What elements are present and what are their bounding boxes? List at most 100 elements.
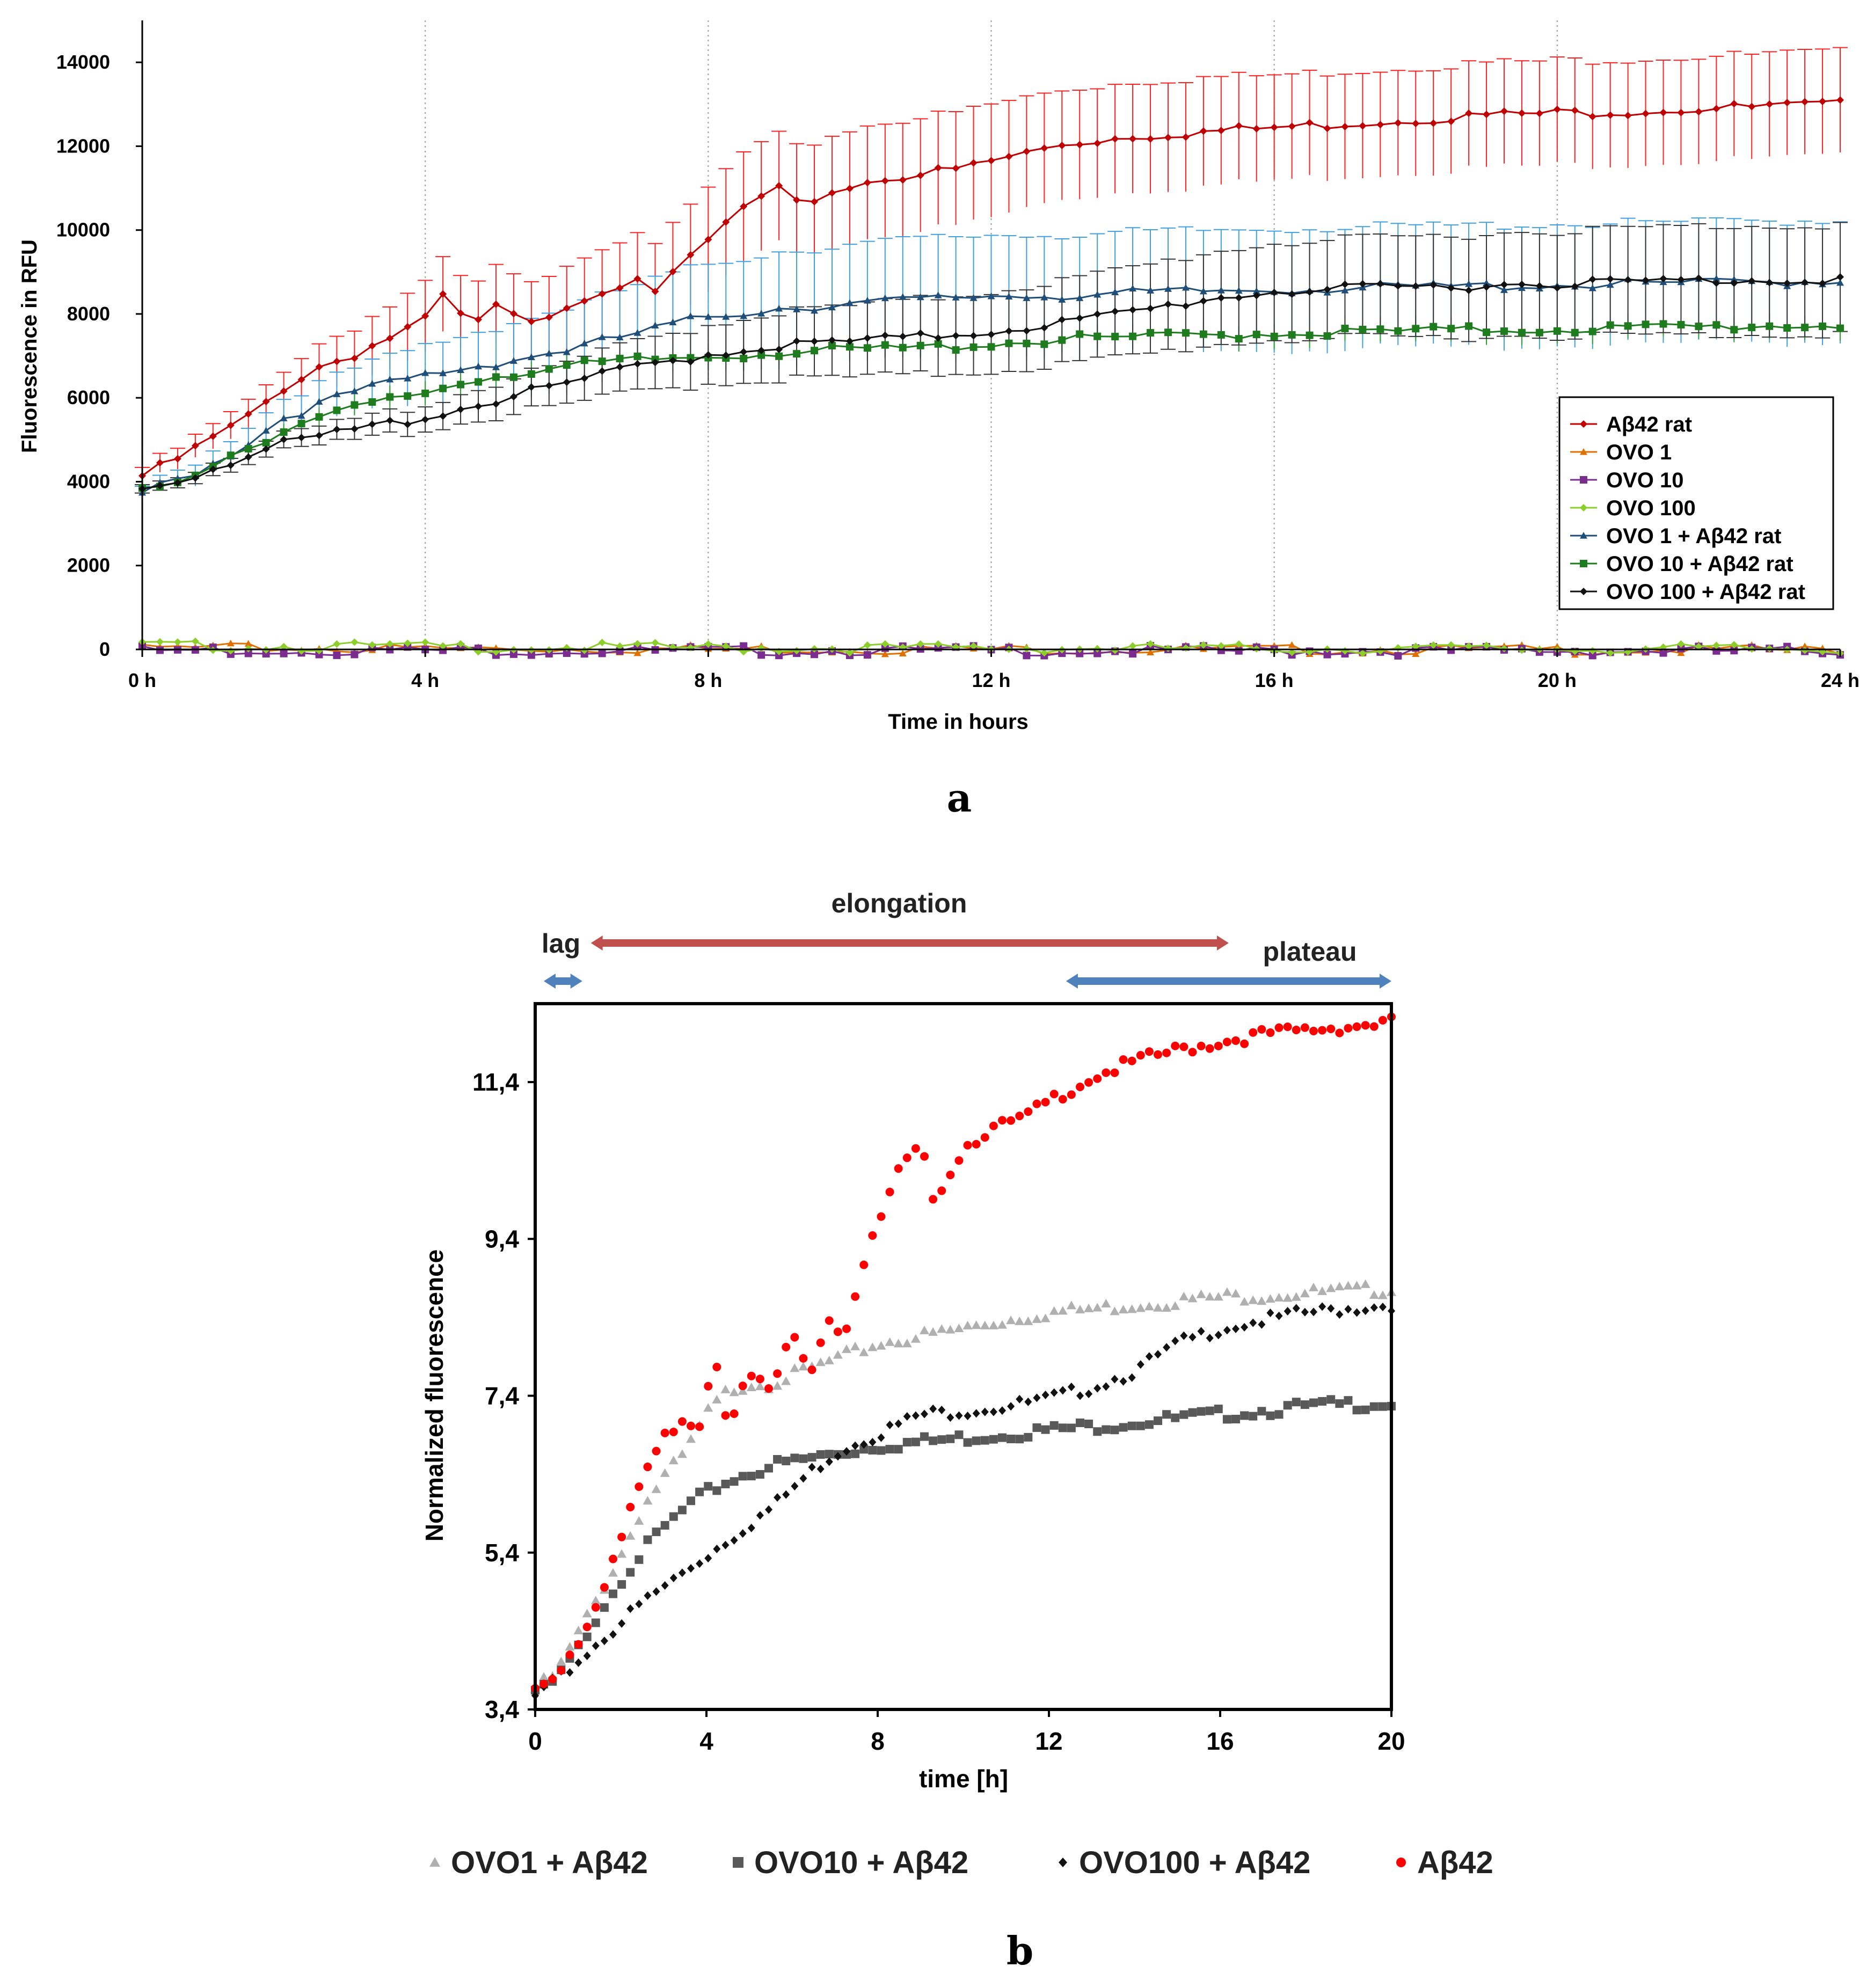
series-ovo-1-a-42-rat-marker: [934, 291, 942, 298]
series-ovo1-a-42-point: [781, 1376, 791, 1385]
series-ovo-1-a-42-rat-marker: [1588, 284, 1596, 291]
series-ovo-100-a-42-rat-marker: [1819, 280, 1827, 288]
series-ovo10-a-42-point: [1015, 1435, 1024, 1444]
series-ovo-1-a-42-rat-marker: [1005, 293, 1013, 300]
series-ovo-100-a-42-rat-marker: [1005, 327, 1013, 335]
series-ovo10-a-42-point: [972, 1436, 981, 1445]
series-ovo-10-marker: [1394, 652, 1402, 660]
phase-arrow-head: [570, 974, 582, 989]
series-ovo10-a-42-point: [799, 1454, 808, 1463]
series-ovo1-a-42-point: [910, 1334, 921, 1343]
series-a-42-rat-marker: [616, 284, 624, 292]
series-ovo100-a-42-point: [869, 1438, 877, 1447]
series-ovo1-a-42-point: [1300, 1289, 1310, 1298]
series-ovo10-a-42-point: [1041, 1425, 1050, 1434]
series-ovo-1-a-42-rat-marker: [1058, 296, 1066, 303]
x-tick-label: 0: [528, 1727, 542, 1755]
series-a-42-rat-marker: [1748, 103, 1756, 111]
series-ovo-10-a-42-rat-marker: [333, 406, 341, 414]
panel-a-x-axis-title: Time in hours: [888, 710, 1029, 734]
series-a-42-rat-marker: [1659, 108, 1667, 116]
series-a-42-point: [1292, 1026, 1301, 1035]
series-ovo-100-marker: [1606, 649, 1614, 657]
legend-marker: [1580, 588, 1587, 595]
series-ovo-10-a-42-rat-marker: [262, 438, 270, 447]
series-ovo10-a-42-point: [1369, 1402, 1379, 1411]
series-ovo-10-a-42-rat-marker: [687, 354, 695, 362]
series-a-42-rat-marker: [1836, 96, 1844, 104]
series-ovo-1-a-42-rat-marker: [704, 313, 712, 320]
series-a-42-rat-marker: [845, 185, 854, 193]
series-ovo1-a-42-point: [617, 1549, 627, 1558]
series-ovo-1-a-42-rat-marker: [881, 294, 889, 302]
series-ovo1-a-42-point: [893, 1339, 903, 1348]
series-a-42-point: [539, 1679, 549, 1689]
series-ovo-1-a-42-rat-marker: [757, 310, 765, 317]
series-ovo10-a-42-point: [1249, 1412, 1258, 1421]
series-a-42-rat-marker: [1465, 109, 1473, 117]
series-ovo-1-a-42-rat-marker: [1341, 286, 1349, 294]
series-ovo100-a-42-point: [661, 1581, 669, 1590]
series-ovo-100-marker: [1235, 640, 1243, 648]
series-a-42-rat-marker: [669, 268, 677, 276]
series-ovo-100-marker: [616, 642, 624, 650]
series-ovo100-a-42-point: [635, 1599, 643, 1609]
series-ovo-100-marker: [881, 640, 889, 648]
series-ovo10-a-42-point: [1179, 1410, 1188, 1419]
series-ovo-10-a-42-rat-marker: [757, 351, 765, 359]
series-ovo1-a-42-point: [1335, 1282, 1345, 1291]
phase-label: lag: [542, 929, 580, 959]
series-ovo-10-a-42-rat-marker: [1659, 320, 1667, 328]
series-ovo1-a-42-point: [1135, 1303, 1146, 1312]
series-ovo-1-a-42-rat-marker: [811, 306, 819, 314]
series-ovo-10-a-42-rat-marker: [1695, 323, 1703, 331]
series-ovo100-a-42-point: [774, 1493, 782, 1502]
series-a-42-point: [998, 1116, 1007, 1125]
series-a-42-rat-marker: [1677, 108, 1685, 116]
series-ovo-10-marker: [563, 649, 571, 657]
series-a-42-rat-marker: [881, 177, 889, 185]
series-ovo-100-a-42-rat-marker: [492, 400, 500, 408]
panel-a-y-axis-title: Fluorescence in RFU: [18, 239, 41, 453]
series-ovo-100-a-42-rat-marker: [1535, 282, 1543, 290]
x-tick-label: 4 h: [411, 669, 439, 691]
series-a-42-rat-marker: [368, 342, 376, 350]
series-ovo-1-a-42-rat-marker: [333, 390, 341, 397]
series-ovo10-a-42-point: [825, 1450, 834, 1459]
series-ovo-100-marker: [1677, 640, 1685, 648]
series-a-42-rat-marker: [1518, 109, 1526, 117]
series-ovo100-a-42-point: [1128, 1373, 1136, 1382]
x-tick-label: 20 h: [1538, 669, 1577, 691]
series-a-42-point: [1110, 1068, 1119, 1077]
series-ovo-1-a-42-rat-marker: [351, 387, 359, 394]
series-ovo1-a-42-point: [608, 1568, 618, 1577]
series-ovo10-a-42-point: [738, 1472, 747, 1481]
series-a-42-rat-marker: [722, 218, 730, 226]
series-ovo-1-a-42-rat-marker: [863, 296, 871, 304]
series-a-42-rat-marker: [987, 157, 995, 165]
series-a-42-rat-marker: [916, 171, 924, 179]
series-ovo10-a-42-point: [851, 1449, 860, 1458]
series-a-42-point: [738, 1382, 747, 1391]
series-ovo10-a-42-point: [1067, 1423, 1076, 1432]
series-ovo100-a-42-point: [1214, 1331, 1222, 1340]
series-ovo-10-a-42-rat-marker: [1535, 328, 1543, 337]
series-ovo-100-a-42-rat-marker: [1111, 308, 1119, 316]
series-ovo10-a-42-point: [1292, 1398, 1301, 1407]
series-ovo100-a-42-point: [860, 1440, 868, 1449]
series-ovo1-a-42-point: [1187, 1293, 1198, 1303]
series-ovo-1-a-42-rat-marker: [616, 333, 624, 341]
series-ovo-100-a-42-rat-marker: [987, 331, 995, 339]
series-ovo100-a-42-point: [1258, 1320, 1266, 1329]
series-ovo1-a-42-point: [573, 1625, 584, 1634]
series-a-42-rat-marker: [651, 287, 659, 295]
series-a-42-point: [1049, 1090, 1059, 1099]
series-a-42-rat-marker: [457, 309, 465, 317]
series-ovo-1-a-42-rat-marker: [563, 348, 571, 355]
series-a-42-rat-marker: [509, 310, 517, 318]
series-a-42-rat-marker: [439, 290, 447, 298]
series-a-42-point: [730, 1409, 739, 1419]
series-ovo10-a-42-point: [617, 1580, 626, 1589]
series-ovo-10-marker: [1129, 650, 1137, 658]
series-ovo1-a-42-point: [971, 1320, 981, 1329]
